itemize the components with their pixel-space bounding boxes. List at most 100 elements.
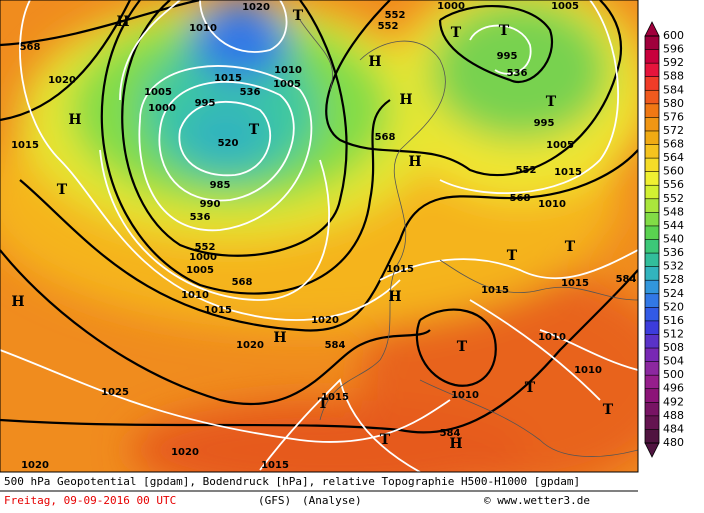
pressure-center-label: T (249, 122, 260, 138)
colorbar-band (645, 334, 659, 349)
contour-label: 1005 (551, 1, 579, 12)
pressure-center-label: T (603, 402, 614, 418)
pressure-center-label: H (368, 54, 381, 70)
contour-label: 1010 (189, 23, 217, 34)
contour-label: 568 (510, 193, 531, 204)
colorbar-tick-label: 564 (663, 151, 684, 164)
colorbar-band (645, 76, 659, 91)
colorbar-tick-label: 536 (663, 246, 684, 259)
contour-label: 1000 (437, 1, 465, 12)
colorbar-tick-label: 496 (663, 382, 684, 395)
contour-label: 1005 (273, 79, 301, 90)
pressure-center-label: T (525, 380, 536, 396)
colorbar-tick-label: 548 (663, 205, 684, 218)
contour-label: 584 (616, 274, 637, 285)
colorbar-tick-label: 588 (663, 70, 684, 83)
contour-label: 1015 (261, 460, 289, 471)
contour-label: 552 (195, 242, 216, 253)
contour-label: 1015 (321, 392, 349, 403)
contour-label: 990 (200, 199, 221, 210)
contour-label: 1015 (554, 167, 582, 178)
colorbar-tick-label: 504 (663, 355, 684, 368)
contour-label: 1020 (311, 315, 339, 326)
footer-source: © www.wetter3.de (484, 494, 590, 507)
contour-label: 1015 (481, 285, 509, 296)
contour-label: 1020 (48, 75, 76, 86)
contour-label: 1010 (181, 290, 209, 301)
colorbar-band (645, 198, 659, 213)
colorbar-tick-label: 500 (663, 368, 684, 381)
pressure-center-label: T (546, 94, 557, 110)
colorbar-tick-label: 528 (663, 273, 684, 286)
map-frame (0, 0, 639, 473)
contour-label: 1025 (101, 387, 129, 398)
pressure-center-label: T (565, 239, 576, 255)
colorbar-band (645, 415, 659, 430)
pressure-center-label: H (273, 330, 286, 346)
pressure-center-label: H (449, 436, 462, 452)
colorbar-tick-label: 568 (663, 138, 684, 151)
colorbar-band (645, 402, 659, 417)
colorbar-tick-label: 556 (663, 178, 684, 191)
colorbar-tick-label: 596 (663, 43, 684, 56)
colorbar-band (645, 144, 659, 159)
contour-label: 1015 (11, 140, 39, 151)
footer-run: (Analyse) (302, 494, 362, 507)
contour-label: 985 (210, 180, 231, 191)
colorbar-tick-label: 572 (663, 124, 684, 137)
colorbar-band (645, 320, 659, 335)
colorbar-tick-label: 520 (663, 300, 684, 313)
colorbar-tick-label: 508 (663, 341, 684, 354)
pressure-center-label: H (399, 92, 412, 108)
colorbar-band (645, 225, 659, 240)
contour-label: 1005 (144, 87, 172, 98)
pressure-center-label: T (507, 248, 518, 264)
contour-label: 1010 (274, 65, 302, 76)
pressure-center-label: T (457, 339, 468, 355)
colorbar-tick-label: 516 (663, 314, 684, 327)
contour-label: 995 (534, 118, 555, 129)
contour-label: 1000 (189, 252, 217, 263)
colorbar-top-cap (644, 21, 660, 37)
contour-label: 552 (378, 21, 399, 32)
pressure-center-label: H (11, 294, 24, 310)
pressure-center-label: T (380, 432, 391, 448)
colorbar-band (645, 375, 659, 390)
colorbar-band (645, 90, 659, 105)
colorbar-band (645, 117, 659, 132)
contour-label: 1020 (242, 2, 270, 13)
contour-label: 568 (232, 277, 253, 288)
contour-label: 536 (190, 212, 211, 223)
contour-label: 552 (516, 165, 537, 176)
contour-label: 536 (507, 68, 528, 79)
map-background (0, 0, 638, 472)
colorbar-band (645, 36, 659, 51)
contour-label: 568 (20, 42, 41, 53)
footer-model: (GFS) (258, 494, 291, 507)
colorbar-tick-label: 544 (663, 219, 684, 232)
pressure-center-label: T (57, 182, 68, 198)
contour-label: 1015 (561, 278, 589, 289)
colorbar-band (645, 429, 659, 444)
contour-label: 520 (218, 138, 239, 149)
colorbar-band (645, 388, 659, 403)
colorbar-band (645, 158, 659, 173)
contour-label: 1020 (21, 460, 49, 471)
colorbar-band (645, 185, 659, 200)
colorbar-band (645, 293, 659, 308)
colorbar-tick-label: 480 (663, 436, 684, 449)
contour-label: 1005 (186, 265, 214, 276)
pressure-center-label: H (68, 112, 81, 128)
colorbar-tick-label: 484 (663, 422, 684, 435)
contour-label: 1020 (171, 447, 199, 458)
contour-label: 552 (385, 10, 406, 21)
contour-label: 1005 (546, 140, 574, 151)
pressure-center-label: T (293, 8, 304, 24)
contour-label: 1015 (386, 264, 414, 275)
colorbar-tick-label: 576 (663, 110, 684, 123)
pressure-center-label: H (116, 14, 129, 30)
colorbar-tick-label: 512 (663, 327, 684, 340)
contour-label: 584 (325, 340, 346, 351)
colorbar-tick-label: 524 (663, 287, 684, 300)
